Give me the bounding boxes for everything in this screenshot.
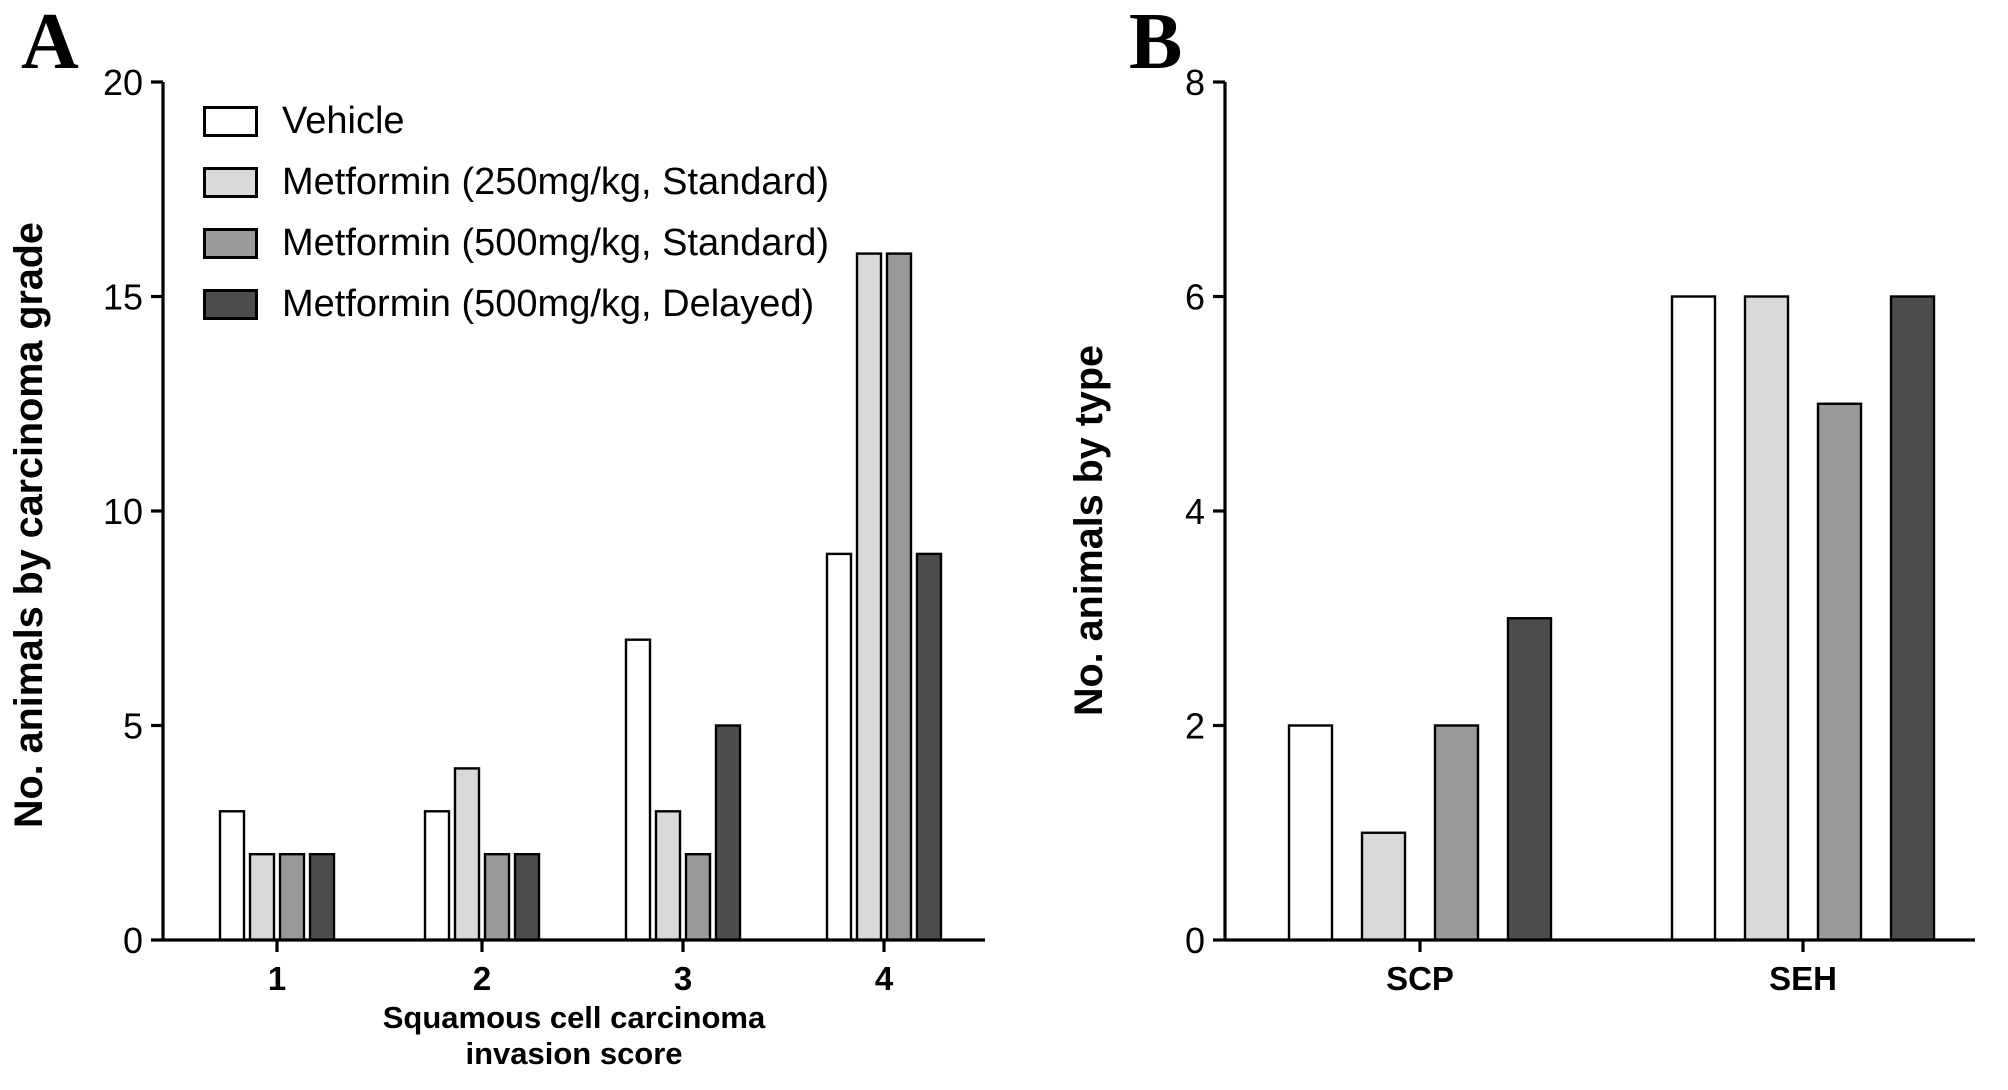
svg-text:2: 2	[473, 960, 491, 997]
svg-text:0: 0	[123, 920, 143, 961]
svg-text:8: 8	[1185, 62, 1205, 103]
svg-text:20: 20	[103, 62, 143, 103]
svg-text:4: 4	[875, 960, 894, 997]
svg-text:10: 10	[103, 491, 143, 532]
svg-text:1: 1	[268, 960, 286, 997]
svg-text:SEH: SEH	[1769, 960, 1837, 997]
svg-text:5: 5	[123, 706, 143, 747]
svg-text:SCP: SCP	[1386, 960, 1454, 997]
svg-text:4: 4	[1185, 491, 1205, 532]
svg-text:3: 3	[674, 960, 692, 997]
svg-text:2: 2	[1185, 706, 1205, 747]
svg-text:15: 15	[103, 277, 143, 318]
svg-text:0: 0	[1185, 920, 1205, 961]
svg-text:6: 6	[1185, 277, 1205, 318]
